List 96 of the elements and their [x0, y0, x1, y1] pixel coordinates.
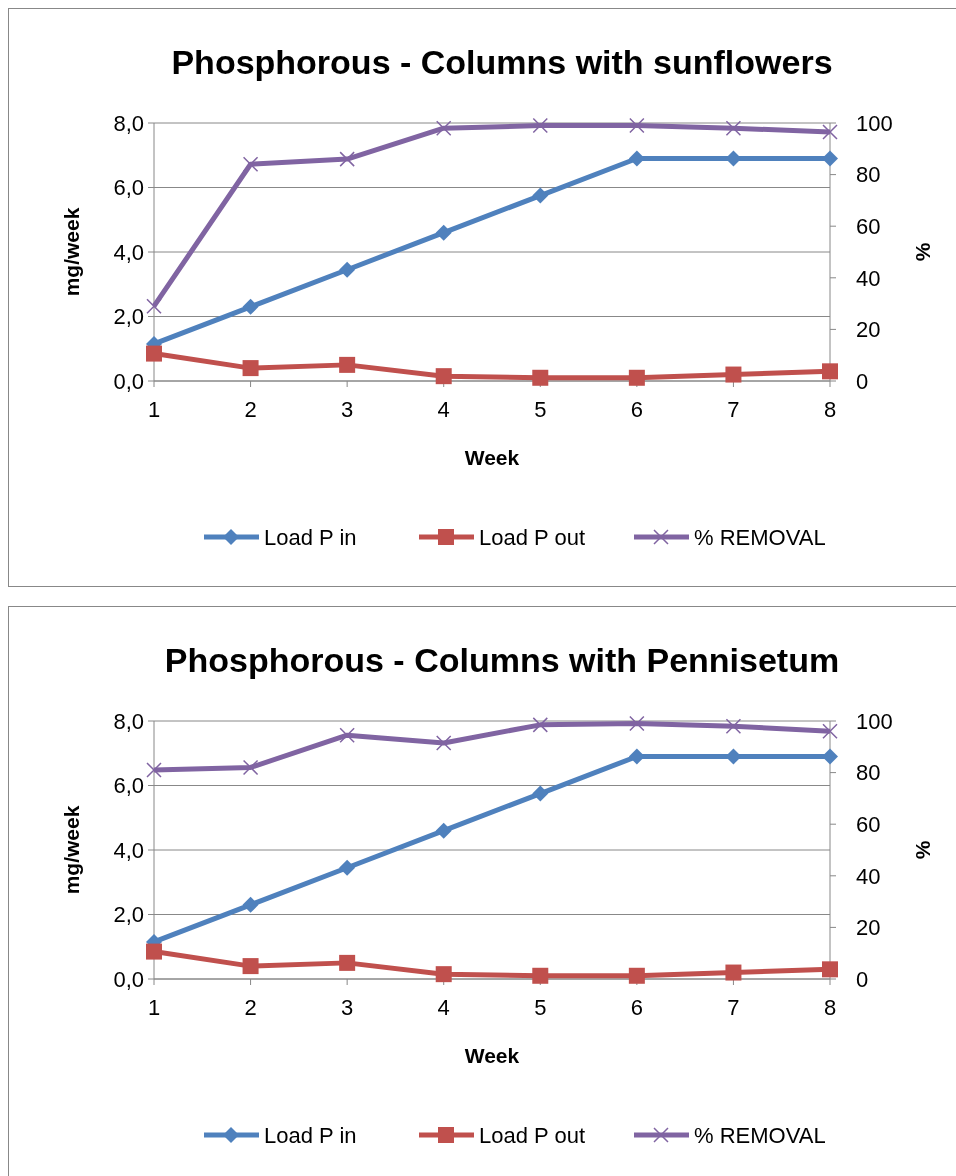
- point: [822, 150, 838, 167]
- y-axis-title: mg/week: [60, 207, 83, 297]
- y2-tick-label: 80: [856, 760, 881, 786]
- point: [435, 966, 452, 983]
- y-tick-label: 4,0: [113, 239, 144, 265]
- point: [628, 967, 645, 984]
- point: [822, 748, 838, 765]
- y2-tick-label: 60: [856, 811, 881, 837]
- point: [532, 717, 549, 733]
- point: [725, 366, 742, 383]
- y2-tick-label: 60: [856, 213, 881, 239]
- legend-label: Load P out: [479, 1122, 586, 1148]
- point: [339, 727, 355, 743]
- y2-axis-title: %: [911, 840, 934, 860]
- y-tick-label: 0,0: [113, 368, 144, 394]
- point: [435, 224, 452, 241]
- point: [532, 967, 549, 984]
- point: [435, 735, 452, 751]
- y2-tick-label: 80: [856, 162, 881, 188]
- y-tick-label: 2,0: [113, 902, 144, 928]
- y2-tick-label: 0: [856, 368, 869, 394]
- point: [242, 896, 259, 913]
- x-tick-label: 1: [147, 995, 161, 1020]
- point: [725, 718, 742, 734]
- legend-label: Load P in: [264, 1122, 357, 1148]
- x-tick-label: 2: [244, 995, 257, 1020]
- point: [339, 954, 356, 971]
- point: [339, 356, 356, 373]
- point: [242, 156, 259, 173]
- point: [242, 360, 259, 377]
- y-axis-title: mg/week: [60, 805, 83, 895]
- point: [146, 298, 162, 314]
- x-tick-label: 3: [341, 995, 354, 1020]
- y2-tick-label: 40: [856, 863, 881, 889]
- point: [532, 117, 549, 134]
- point: [435, 368, 452, 385]
- y-tick-label: 6,0: [113, 773, 144, 799]
- x-tick-label: 6: [630, 397, 643, 422]
- point: [822, 723, 838, 740]
- legend-label: Load P out: [479, 524, 586, 550]
- y-tick-label: 8,0: [113, 708, 144, 734]
- chart-title: Phosphorous - Columns with Pennisetum: [164, 641, 840, 679]
- point: [339, 859, 356, 876]
- point: [628, 150, 645, 167]
- x-tick-label: 4: [437, 995, 450, 1020]
- point: [822, 961, 838, 978]
- y2-tick-label: 100: [856, 110, 893, 136]
- x-tick-label: 7: [727, 995, 740, 1020]
- x-tick-label: 3: [341, 397, 354, 422]
- y2-tick-label: 20: [856, 317, 881, 343]
- point: [242, 958, 259, 975]
- x-tick-label: 4: [437, 397, 450, 422]
- point: [628, 748, 645, 765]
- point: [532, 369, 549, 386]
- x-tick-label: 8: [823, 397, 837, 422]
- y-tick-label: 0,0: [113, 966, 144, 992]
- x-tick-label: 6: [630, 995, 643, 1020]
- x-axis-title: Week: [464, 1044, 520, 1067]
- point: [532, 785, 549, 802]
- x-tick-label: 2: [244, 397, 257, 422]
- point: [628, 369, 645, 386]
- y-tick-label: 2,0: [113, 304, 144, 330]
- point: [242, 759, 259, 776]
- x-axis-title: Week: [464, 446, 520, 469]
- point: [435, 822, 452, 839]
- y-tick-label: 6,0: [113, 175, 144, 201]
- x-tick-label: 5: [534, 397, 547, 422]
- x-tick-label: 1: [147, 397, 161, 422]
- point: [822, 363, 838, 380]
- y2-tick-label: 40: [856, 265, 881, 291]
- point: [629, 117, 645, 134]
- point: [146, 345, 162, 362]
- y-tick-label: 8,0: [113, 110, 144, 136]
- point: [146, 762, 162, 778]
- point: [339, 151, 355, 167]
- point: [435, 120, 452, 136]
- point: [725, 964, 742, 981]
- point: [146, 943, 162, 960]
- x-tick-label: 8: [823, 995, 837, 1020]
- y2-tick-label: 100: [856, 708, 893, 734]
- point: [822, 124, 838, 140]
- point: [629, 715, 645, 732]
- x-tick-label: 7: [727, 397, 740, 422]
- point: [725, 120, 742, 136]
- y2-tick-label: 20: [856, 915, 881, 941]
- y-tick-label: 4,0: [113, 837, 144, 863]
- legend-label: Load P in: [264, 524, 357, 550]
- x-tick-label: 5: [534, 995, 547, 1020]
- legend-label: % REMOVAL: [694, 1122, 826, 1148]
- legend-label: % REMOVAL: [694, 524, 826, 550]
- y2-tick-label: 0: [856, 966, 869, 992]
- point: [532, 187, 549, 204]
- point: [339, 261, 356, 278]
- chart-title: Phosphorous - Columns with sunflowers: [171, 43, 833, 81]
- y2-axis-title: %: [911, 242, 934, 262]
- point: [242, 298, 259, 315]
